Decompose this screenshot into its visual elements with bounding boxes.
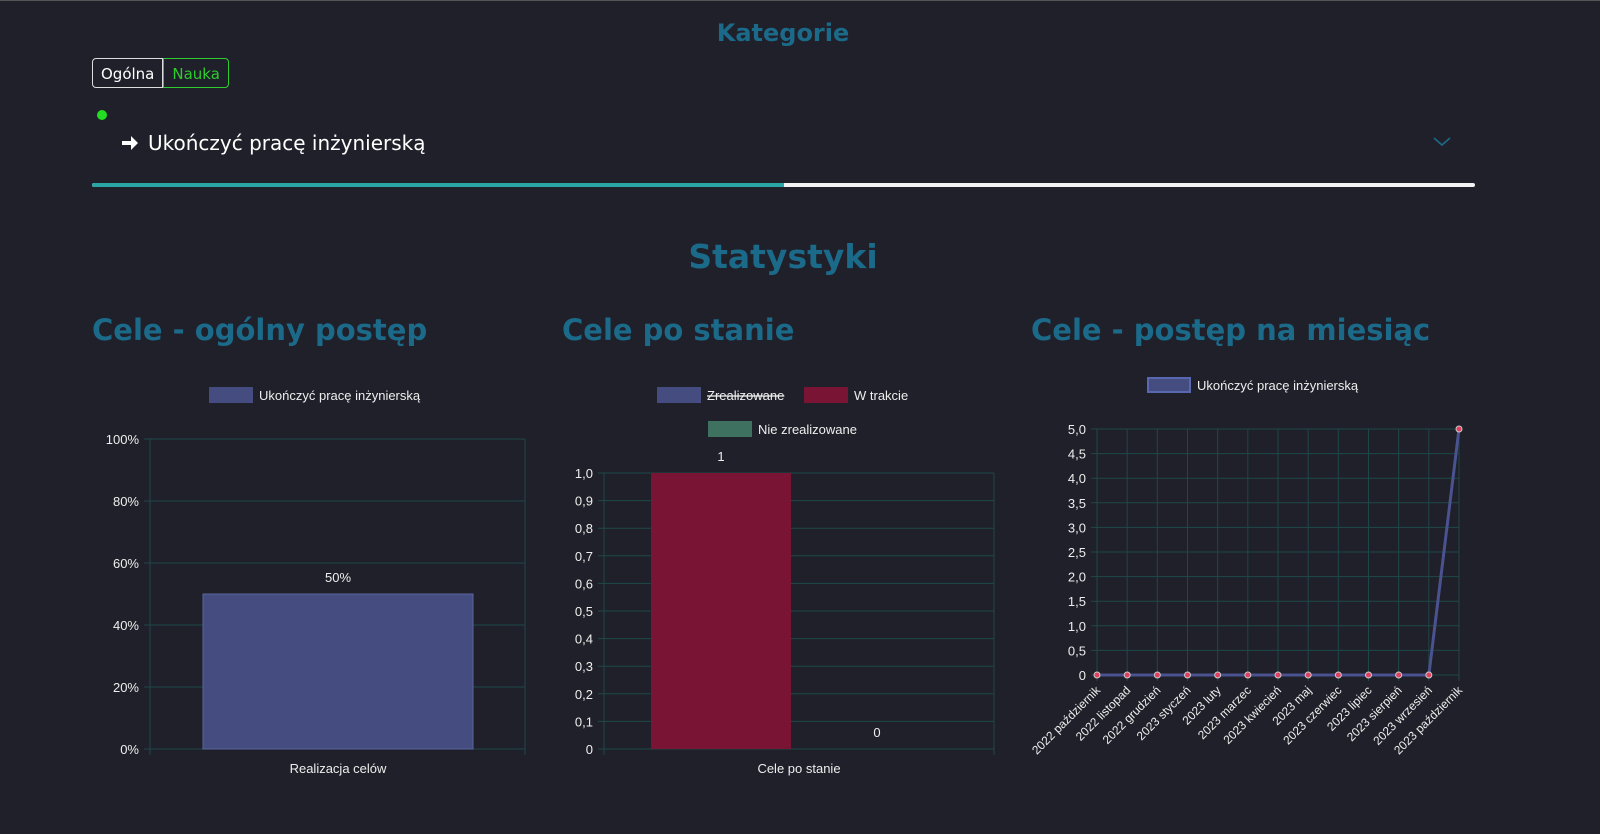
data-point xyxy=(1093,671,1101,679)
data-label: 1 xyxy=(717,449,724,464)
data-point xyxy=(1334,671,1342,679)
data-point xyxy=(1365,671,1372,679)
y-tick-label: 4,0 xyxy=(1068,471,1086,486)
y-tick-label: 0,5 xyxy=(1068,643,1086,658)
legend-label: Ukończyć pracę inżynierską xyxy=(259,388,421,403)
categories-title: Kategorie xyxy=(716,19,850,47)
section-title-overall: Cele - ogólny postęp xyxy=(92,313,428,347)
y-tick-label: 0,6 xyxy=(575,576,593,591)
category-button-general[interactable]: Ogólna xyxy=(92,58,164,88)
y-tick-label: 0,3 xyxy=(575,659,593,674)
y-tick-label: 1,0 xyxy=(1068,619,1086,634)
y-tick-label: 4,5 xyxy=(1068,447,1086,462)
y-tick-label: 5,0 xyxy=(1068,422,1086,437)
bar xyxy=(651,473,791,749)
data-point xyxy=(1455,425,1463,433)
data-point xyxy=(1425,671,1433,679)
y-tick-label: 1,0 xyxy=(575,466,593,481)
data-point xyxy=(1123,671,1131,679)
category-button-group: Ogólna Nauka xyxy=(92,58,229,88)
y-tick-label: 0 xyxy=(1079,668,1086,683)
y-tick-label: 0 xyxy=(586,742,593,757)
data-label: 0 xyxy=(873,725,880,740)
y-tick-label: 0,7 xyxy=(575,549,593,564)
category-button-science[interactable]: Nauka xyxy=(163,58,229,88)
y-tick-label: 2,5 xyxy=(1068,545,1086,560)
y-tick-label: 0% xyxy=(120,742,139,757)
goal-status-dot xyxy=(97,110,107,120)
x-tick-label: Cele po stanie xyxy=(757,761,840,776)
statistics-title: Statystyki xyxy=(688,237,878,276)
section-title-by-state: Cele po stanie xyxy=(562,313,795,347)
y-tick-label: 3,5 xyxy=(1068,496,1086,511)
y-tick-label: 40% xyxy=(113,618,139,633)
data-point xyxy=(1244,671,1252,679)
y-tick-label: 0,9 xyxy=(575,494,593,509)
data-point xyxy=(1153,671,1161,679)
legend-swatch xyxy=(657,387,701,403)
y-tick-label: 0,5 xyxy=(575,604,593,619)
legend-label: W trakcie xyxy=(854,388,908,403)
legend-swatch xyxy=(708,421,752,437)
legend-label: Ukończyć pracę inżynierską xyxy=(1197,378,1359,393)
data-label: 50% xyxy=(325,570,351,585)
data-point xyxy=(1395,671,1403,679)
y-tick-label: 3,0 xyxy=(1068,520,1086,535)
goal-item[interactable]: Ukończyć pracę inżynierską xyxy=(120,131,426,155)
y-tick-label: 2,0 xyxy=(1068,570,1086,585)
y-tick-label: 60% xyxy=(113,556,139,571)
data-point xyxy=(1304,671,1312,679)
legend-swatch xyxy=(804,387,848,403)
y-tick-label: 0,8 xyxy=(575,521,593,536)
data-point xyxy=(1214,671,1222,679)
y-tick-label: 0,2 xyxy=(575,687,593,702)
section-title-monthly: Cele - postęp na miesiąc xyxy=(1031,313,1431,347)
data-point xyxy=(1184,671,1191,679)
y-tick-label: 0,1 xyxy=(575,714,593,729)
data-point xyxy=(1274,671,1282,679)
bar xyxy=(202,593,474,750)
y-tick-label: 100% xyxy=(106,432,140,447)
chevron-down-icon[interactable] xyxy=(1432,131,1452,151)
goal-progress-bar xyxy=(92,183,1475,187)
y-tick-label: 80% xyxy=(113,494,139,509)
legend-swatch xyxy=(209,387,253,403)
y-tick-label: 0,4 xyxy=(575,632,593,647)
goal-progress-fill xyxy=(92,183,784,187)
legend-label: Nie zrealizowane xyxy=(758,422,857,437)
y-tick-label: 1,5 xyxy=(1068,594,1086,609)
x-tick-label: Realizacja celów xyxy=(290,761,387,776)
legend-label: Zrealizowane xyxy=(707,388,784,403)
y-tick-label: 20% xyxy=(113,680,139,695)
goal-title: Ukończyć pracę inżynierską xyxy=(148,131,426,155)
legend-swatch xyxy=(1147,377,1191,393)
arrow-right-icon xyxy=(122,136,138,150)
